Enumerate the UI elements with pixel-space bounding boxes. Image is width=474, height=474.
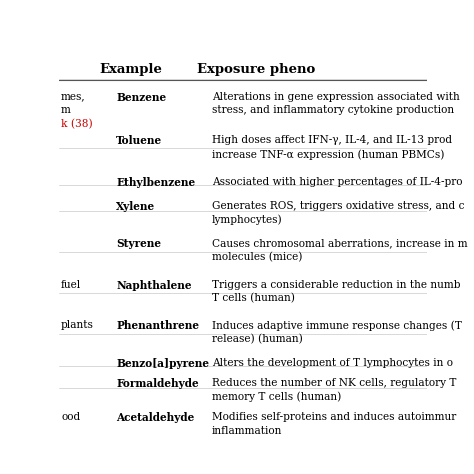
Text: fuel: fuel xyxy=(61,280,82,290)
Text: Exposure pheno: Exposure pheno xyxy=(197,63,315,76)
Text: High doses affect IFN-γ, IL-4, and IL-13 prod: High doses affect IFN-γ, IL-4, and IL-13… xyxy=(212,136,452,146)
Text: Naphthalene: Naphthalene xyxy=(116,280,191,291)
Text: Alterations in gene expression associated with: Alterations in gene expression associate… xyxy=(212,91,459,101)
Text: release) (human): release) (human) xyxy=(212,334,302,345)
Text: Associated with higher percentages of IL-4-pro: Associated with higher percentages of IL… xyxy=(212,177,462,187)
Text: Triggers a considerable reduction in the numb: Triggers a considerable reduction in the… xyxy=(212,280,460,290)
Text: Phenanthrene: Phenanthrene xyxy=(116,320,199,331)
Text: Example: Example xyxy=(100,63,162,76)
Text: T cells (human): T cells (human) xyxy=(212,293,294,304)
Text: mes,: mes, xyxy=(61,91,86,101)
Text: Toluene: Toluene xyxy=(116,136,162,146)
Text: Modifies self-proteins and induces autoimmur: Modifies self-proteins and induces autoi… xyxy=(212,412,456,422)
Text: Alters the development of T lymphocytes in o: Alters the development of T lymphocytes … xyxy=(212,358,453,368)
Text: m: m xyxy=(61,105,71,116)
Text: plants: plants xyxy=(61,320,94,330)
Text: Generates ROS, triggers oxidative stress, and c: Generates ROS, triggers oxidative stress… xyxy=(212,201,464,211)
Text: Reduces the number of NK cells, regulatory T: Reduces the number of NK cells, regulato… xyxy=(212,378,456,388)
Text: Formaldehyde: Formaldehyde xyxy=(116,378,199,389)
Text: increase TNF-α expression (human PBMCs): increase TNF-α expression (human PBMCs) xyxy=(212,149,444,160)
Text: Ethylbenzene: Ethylbenzene xyxy=(116,177,195,188)
Text: memory T cells (human): memory T cells (human) xyxy=(212,392,341,402)
Text: Styrene: Styrene xyxy=(116,238,161,249)
Text: Induces adaptive immune response changes (T: Induces adaptive immune response changes… xyxy=(212,320,462,331)
Text: Benzo[a]pyrene: Benzo[a]pyrene xyxy=(116,358,209,369)
Text: Benzene: Benzene xyxy=(116,91,166,102)
Text: Xylene: Xylene xyxy=(116,201,155,212)
Text: lymphocytes): lymphocytes) xyxy=(212,215,283,226)
Text: k (38): k (38) xyxy=(61,119,93,129)
Text: molecules (mice): molecules (mice) xyxy=(212,252,302,263)
Text: inflammation: inflammation xyxy=(212,426,282,436)
Text: Causes chromosomal aberrations, increase in m: Causes chromosomal aberrations, increase… xyxy=(212,238,467,248)
Text: Acetaldehyde: Acetaldehyde xyxy=(116,412,194,423)
Text: stress, and inflammatory cytokine production: stress, and inflammatory cytokine produc… xyxy=(212,105,454,116)
Text: ood: ood xyxy=(61,412,80,422)
